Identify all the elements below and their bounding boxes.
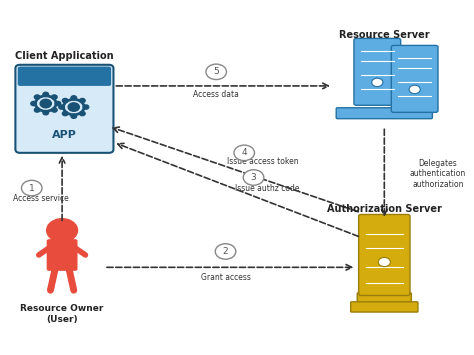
Circle shape [372, 78, 383, 87]
Text: Issue access token: Issue access token [227, 157, 299, 166]
Circle shape [40, 99, 51, 108]
Text: Authorization Server: Authorization Server [327, 204, 442, 214]
Circle shape [83, 105, 89, 109]
Circle shape [409, 85, 420, 94]
Circle shape [80, 111, 85, 116]
Circle shape [52, 95, 57, 99]
FancyBboxPatch shape [354, 38, 401, 105]
Circle shape [243, 170, 264, 185]
FancyBboxPatch shape [46, 239, 78, 271]
Circle shape [63, 111, 68, 116]
Text: 4: 4 [241, 148, 247, 157]
Text: 2: 2 [223, 247, 228, 256]
Circle shape [46, 219, 78, 242]
Circle shape [80, 98, 85, 103]
FancyBboxPatch shape [336, 108, 432, 119]
Text: Client Application: Client Application [15, 51, 114, 61]
FancyBboxPatch shape [392, 45, 438, 112]
Circle shape [43, 92, 48, 97]
Circle shape [34, 108, 40, 112]
FancyBboxPatch shape [357, 293, 411, 305]
Circle shape [55, 102, 61, 106]
FancyBboxPatch shape [15, 65, 113, 153]
Text: Grant access: Grant access [201, 273, 250, 282]
Circle shape [21, 180, 42, 196]
Circle shape [71, 114, 77, 118]
Circle shape [71, 96, 77, 100]
Circle shape [43, 110, 48, 115]
Circle shape [63, 98, 68, 103]
Text: 1: 1 [29, 184, 35, 192]
FancyBboxPatch shape [359, 214, 410, 295]
FancyBboxPatch shape [18, 66, 111, 86]
Text: Issue authz code: Issue authz code [235, 184, 300, 192]
Circle shape [34, 95, 40, 99]
Circle shape [68, 103, 79, 111]
Circle shape [215, 244, 236, 259]
Circle shape [31, 102, 36, 106]
Circle shape [378, 257, 391, 267]
Text: 3: 3 [251, 173, 256, 182]
Circle shape [234, 145, 255, 160]
Text: Resource Owner
(User): Resource Owner (User) [20, 304, 104, 324]
FancyBboxPatch shape [351, 302, 418, 312]
Circle shape [52, 108, 57, 112]
Circle shape [59, 105, 64, 109]
Text: Access data: Access data [193, 90, 239, 99]
Text: Access service: Access service [13, 194, 69, 203]
Text: Resource Server: Resource Server [339, 30, 429, 40]
Text: Delegates
authentication
authorization: Delegates authentication authorization [410, 159, 466, 189]
Text: APP: APP [52, 130, 77, 140]
Circle shape [206, 64, 227, 80]
Text: 5: 5 [213, 67, 219, 76]
